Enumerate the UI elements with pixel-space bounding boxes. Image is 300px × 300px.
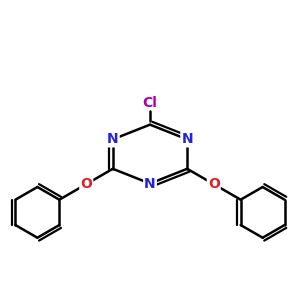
Text: O: O: [80, 177, 92, 191]
Text: N: N: [144, 176, 156, 190]
Text: N: N: [182, 132, 193, 146]
Text: O: O: [208, 177, 220, 191]
Text: N: N: [107, 132, 118, 146]
Text: Cl: Cl: [142, 96, 158, 110]
